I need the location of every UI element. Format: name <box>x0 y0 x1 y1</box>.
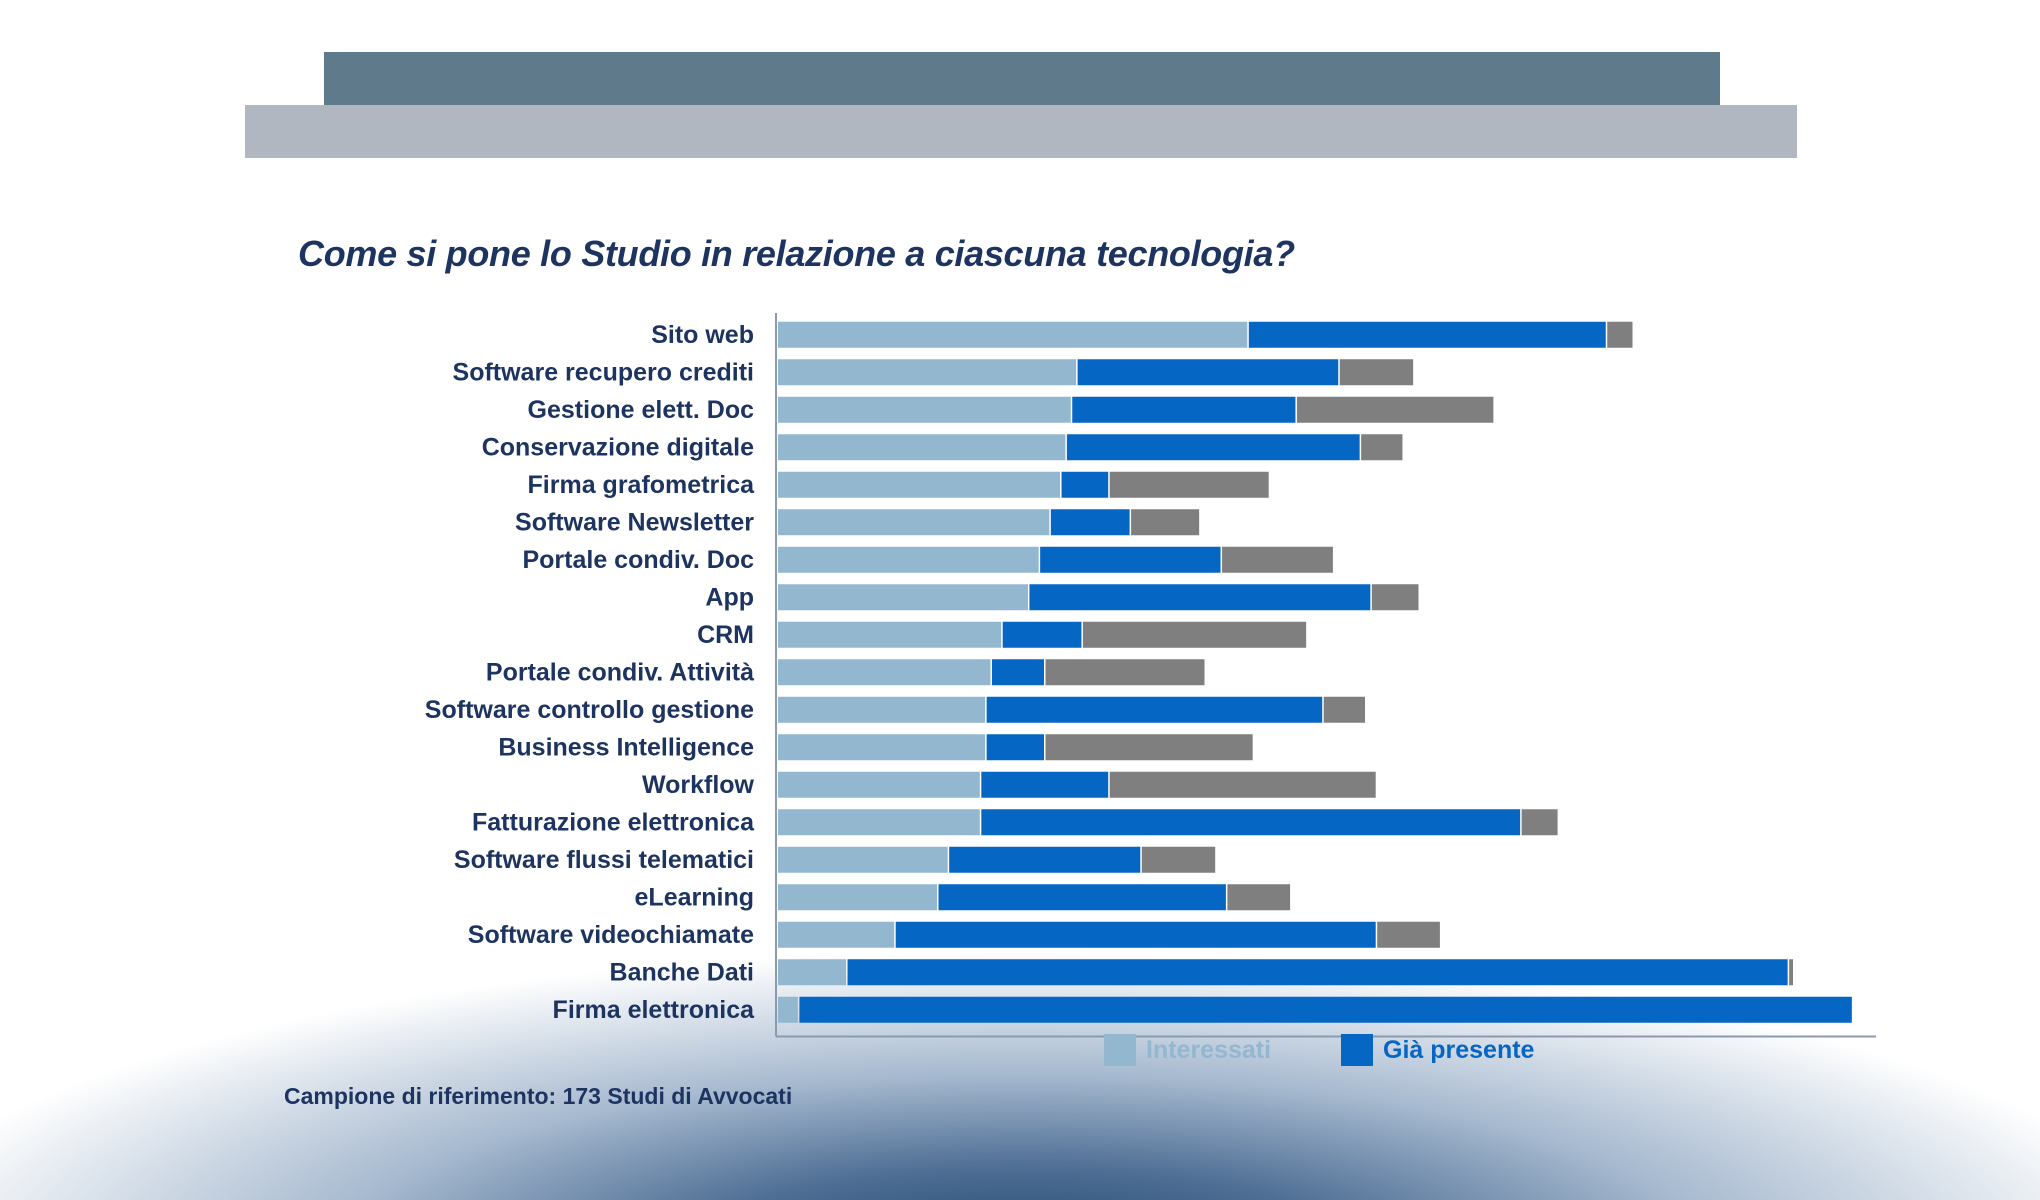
legend-label-gia-presente: Già presente <box>1383 1035 1535 1064</box>
bar-gia-presente-workflow <box>981 771 1109 798</box>
bar-series-3-gestione-elett-doc <box>1296 396 1494 423</box>
bar-series-3-crm <box>1082 621 1307 648</box>
legend-label-interessati: Interessati <box>1146 1035 1272 1064</box>
bar-interessati-sito-web <box>778 321 1248 348</box>
bar-gia-presente-portale-condiv-doc <box>1040 546 1221 573</box>
sample-note: Campione di riferimento: 173 Studi di Av… <box>284 1083 793 1109</box>
bar-gia-presente-software-newsletter <box>1050 509 1130 536</box>
bar-gia-presente-software-flussi-telematici <box>949 846 1141 873</box>
category-label: Fatturazione elettronica <box>472 808 755 836</box>
category-label: Software recupero crediti <box>453 358 754 386</box>
bar-series-3-banche-dati <box>1789 959 1793 986</box>
category-label: Banche Dati <box>610 958 754 986</box>
bar-gia-presente-software-recupero-crediti <box>1077 359 1339 386</box>
bar-series-3-elearning <box>1227 884 1291 911</box>
bar-interessati-business-intelligence <box>778 734 986 761</box>
bar-gia-presente-portale-condiv-attivita <box>992 659 1044 686</box>
bar-series-3-software-videochiamate <box>1377 921 1440 948</box>
chart-title: Come si pone lo Studio in relazione a ci… <box>298 233 1295 274</box>
bar-gia-presente-firma-grafometrica <box>1061 471 1109 498</box>
bar-interessati-firma-elettronica <box>778 996 798 1023</box>
bar-interessati-elearning <box>778 884 937 911</box>
bar-interessati-fatturazione-elettronica <box>778 809 980 836</box>
bar-series-3-fatturazione-elettronica <box>1521 809 1558 836</box>
category-label: Software flussi telematici <box>454 846 754 874</box>
bar-interessati-conservazione-digitale <box>778 434 1066 461</box>
bar-gia-presente-app <box>1029 584 1371 611</box>
bar-interessati-software-flussi-telematici <box>778 846 948 873</box>
bar-interessati-banche-dati <box>778 959 847 986</box>
bar-interessati-portale-condiv-doc <box>778 546 1039 573</box>
category-label: Software Newsletter <box>515 508 754 536</box>
legend-swatch-interessati <box>1104 1034 1136 1066</box>
bar-gia-presente-firma-elettronica <box>799 996 1852 1023</box>
bar-gia-presente-conservazione-digitale <box>1066 434 1360 461</box>
bar-gia-presente-banche-dati <box>847 959 1788 986</box>
header-banner-bottom <box>245 105 1797 158</box>
header-banner-top <box>324 52 1720 105</box>
legend-item-interessati: Interessati <box>1104 1034 1271 1066</box>
bar-gia-presente-software-videochiamate <box>895 921 1376 948</box>
bar-gia-presente-elearning <box>938 884 1226 911</box>
bar-series-3-app <box>1371 584 1419 611</box>
bar-series-3-business-intelligence <box>1045 734 1253 761</box>
bar-gia-presente-fatturazione-elettronica <box>981 809 1521 836</box>
category-label: Portale condiv. Doc <box>522 546 754 574</box>
bar-gia-presente-crm <box>1002 621 1082 648</box>
bar-interessati-software-newsletter <box>778 509 1050 536</box>
bar-series-3-workflow <box>1109 771 1376 798</box>
bar-series-3-software-flussi-telematici <box>1141 846 1216 873</box>
bar-gia-presente-sito-web <box>1248 321 1606 348</box>
category-label: Firma grafometrica <box>528 471 756 499</box>
legend-swatch-gia-presente <box>1341 1034 1373 1066</box>
category-label: App <box>705 583 754 611</box>
bar-gia-presente-software-controllo-gestione <box>986 696 1323 723</box>
bar-gia-presente-gestione-elett-doc <box>1072 396 1296 423</box>
category-label: Gestione elett. Doc <box>528 396 755 424</box>
bar-gia-presente-business-intelligence <box>986 734 1044 761</box>
category-label: Sito web <box>651 321 754 349</box>
bar-series-3-conservazione-digitale <box>1361 434 1403 461</box>
category-label: Software videochiamate <box>468 921 754 949</box>
bar-series-3-portale-condiv-doc <box>1222 546 1333 573</box>
category-label: Firma elettronica <box>553 996 756 1024</box>
bar-series-3-software-newsletter <box>1131 509 1200 536</box>
bar-interessati-app <box>778 584 1028 611</box>
bar-series-3-software-recupero-crediti <box>1339 359 1414 386</box>
category-label: Workflow <box>642 771 755 799</box>
category-label: eLearning <box>635 883 754 911</box>
bar-interessati-gestione-elett-doc <box>778 396 1071 423</box>
category-label: Conservazione digitale <box>482 433 754 461</box>
category-label: Portale condiv. Attività <box>486 658 754 686</box>
category-label: CRM <box>697 621 754 649</box>
bar-interessati-software-videochiamate <box>778 921 895 948</box>
bar-series-3-portale-condiv-attivita <box>1045 659 1205 686</box>
bar-interessati-portale-condiv-attivita <box>778 659 991 686</box>
bar-interessati-workflow <box>778 771 980 798</box>
category-label: Software controllo gestione <box>425 696 754 724</box>
bar-series-3-software-controllo-gestione <box>1323 696 1365 723</box>
bar-interessati-software-controllo-gestione <box>778 696 986 723</box>
bar-interessati-crm <box>778 621 1002 648</box>
legend-item-gia-presente: Già presente <box>1341 1034 1534 1066</box>
bar-interessati-firma-grafometrica <box>778 471 1061 498</box>
category-label: Business Intelligence <box>498 733 754 761</box>
bar-series-3-sito-web <box>1607 321 1633 348</box>
bar-series-3-firma-grafometrica <box>1109 471 1269 498</box>
bar-interessati-software-recupero-crediti <box>778 359 1077 386</box>
